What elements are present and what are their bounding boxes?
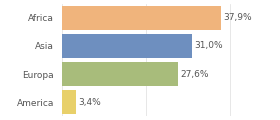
- Bar: [62, 6, 221, 30]
- Bar: [62, 34, 192, 58]
- Text: 27,6%: 27,6%: [180, 70, 209, 79]
- Text: 37,9%: 37,9%: [223, 13, 252, 22]
- Text: 3,4%: 3,4%: [78, 98, 101, 107]
- Bar: [62, 62, 178, 86]
- Bar: [62, 90, 76, 114]
- Text: 31,0%: 31,0%: [194, 41, 223, 50]
